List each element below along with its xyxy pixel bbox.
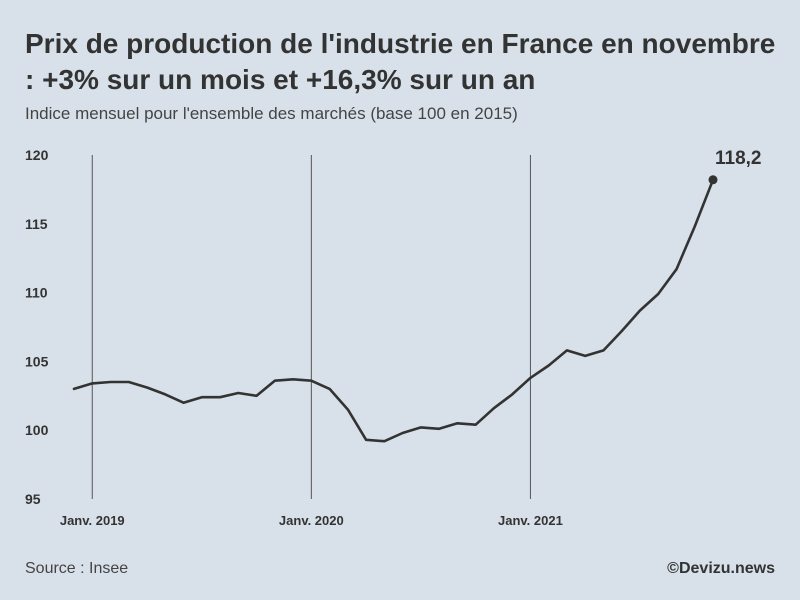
y-tick-label: 110 [25, 285, 48, 301]
y-tick-label: 115 [25, 216, 48, 232]
x-tick-label: Janv. 2019 [60, 513, 125, 528]
x-tick-label: Janv. 2021 [498, 513, 563, 528]
series-line [72, 178, 715, 443]
y-tick-label: 95 [25, 491, 41, 507]
x-tick-label: Janv. 2020 [279, 513, 344, 528]
y-tick-label: 100 [25, 422, 49, 438]
year-markers [91, 155, 531, 499]
y-axis: 95 100 105 110 115 120 [25, 147, 49, 507]
series-layer: 118,2 [72, 148, 762, 443]
end-value-label: 118,2 [715, 148, 762, 169]
y-tick-label: 105 [25, 353, 49, 369]
end-point [708, 175, 718, 185]
x-axis: Janv. 2019 Janv. 2020 Janv. 2021 [60, 513, 563, 528]
credit: ©Devizu.news [667, 560, 775, 577]
y-tick-label: 120 [25, 147, 49, 163]
chart-title: Prix de production de l'industrie en Fra… [25, 28, 776, 95]
source-note: Source : Insee [25, 560, 129, 577]
chart-subtitle: Indice mensuel pour l'ensemble des march… [25, 104, 518, 123]
